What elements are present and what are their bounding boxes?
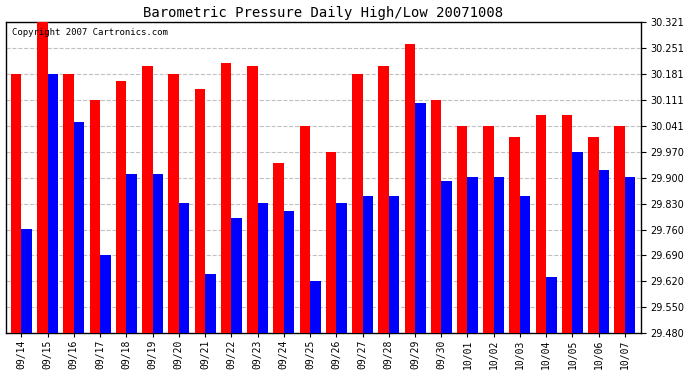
Bar	[362, 196, 373, 333]
Bar	[152, 174, 163, 333]
Bar	[336, 203, 347, 333]
Bar	[90, 100, 100, 333]
Bar	[247, 66, 257, 333]
Bar	[179, 203, 189, 333]
Bar	[589, 137, 599, 333]
Bar	[21, 229, 32, 333]
Bar	[116, 81, 126, 333]
Bar	[573, 152, 583, 333]
Bar	[326, 152, 336, 333]
Bar	[599, 170, 609, 333]
Bar	[535, 115, 546, 333]
Bar	[483, 126, 494, 333]
Bar	[231, 218, 241, 333]
Bar	[273, 163, 284, 333]
Bar	[520, 196, 531, 333]
Bar	[299, 126, 310, 333]
Bar	[415, 104, 426, 333]
Bar	[168, 74, 179, 333]
Bar	[562, 115, 573, 333]
Bar	[221, 63, 231, 333]
Bar	[48, 74, 58, 333]
Bar	[257, 203, 268, 333]
Bar	[509, 137, 520, 333]
Bar	[388, 196, 400, 333]
Bar	[11, 74, 21, 333]
Bar	[457, 126, 468, 333]
Bar	[310, 281, 321, 333]
Bar	[546, 277, 557, 333]
Bar	[74, 122, 84, 333]
Bar	[404, 44, 415, 333]
Bar	[63, 74, 74, 333]
Bar	[615, 126, 625, 333]
Bar	[625, 177, 635, 333]
Bar	[431, 100, 441, 333]
Bar	[195, 88, 205, 333]
Bar	[205, 274, 215, 333]
Bar	[126, 174, 137, 333]
Title: Barometric Pressure Daily High/Low 20071008: Barometric Pressure Daily High/Low 20071…	[143, 6, 503, 20]
Bar	[352, 74, 362, 333]
Bar	[284, 211, 294, 333]
Text: Copyright 2007 Cartronics.com: Copyright 2007 Cartronics.com	[12, 28, 168, 38]
Bar	[37, 22, 48, 333]
Bar	[100, 255, 110, 333]
Bar	[441, 181, 452, 333]
Bar	[378, 66, 388, 333]
Bar	[142, 66, 152, 333]
Bar	[494, 177, 504, 333]
Bar	[468, 177, 478, 333]
